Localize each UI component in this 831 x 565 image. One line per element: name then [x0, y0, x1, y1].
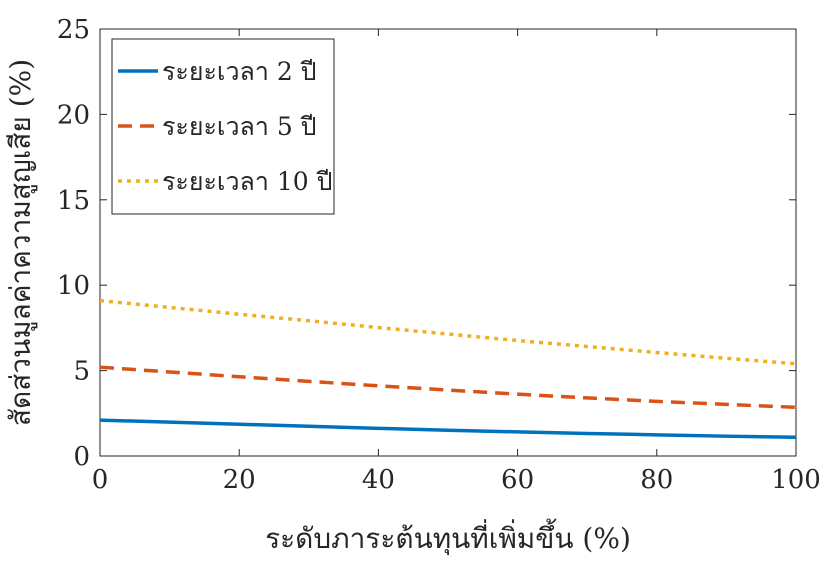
y-tick-label: 0 [73, 442, 90, 472]
series-line-1 [99, 418, 797, 439]
series-layer [99, 298, 797, 439]
legend-label-3: ระยะเวลา 10 ปี [162, 167, 332, 196]
ticks-layer: 0 20 40 60 80 100 0 5 10 15 20 25 [57, 15, 821, 495]
x-tick-label: 40 [362, 465, 395, 495]
x-tick-label: 0 [92, 465, 109, 495]
y-tick-label: 25 [57, 15, 90, 45]
y-tick-label: 20 [57, 100, 90, 130]
legend: ระยะเวลา 2 ปีระยะเวลา 5 ปีระยะเวลา 10 ปี [111, 38, 335, 215]
y-tick-label: 5 [73, 357, 90, 387]
y-tick-label: 15 [57, 186, 90, 216]
x-tick-label: 100 [771, 465, 821, 495]
y-tick-label: 10 [57, 271, 90, 301]
x-axis-title: ระดับภาระต้นทุนที่เพิ่มขึ้น (%) [265, 518, 631, 556]
legend-label-1: ระยะเวลา 2 ปี [162, 57, 317, 86]
legend-label-2: ระยะเวลา 5 ปี [162, 112, 317, 141]
series-line-2 [99, 365, 797, 410]
x-tick-label: 80 [640, 465, 673, 495]
x-tick-label: 60 [501, 465, 534, 495]
y-axis-title: สัดส่วนมูลค่าความสูญเสีย (%) [4, 59, 38, 426]
x-tick-label: 20 [223, 465, 256, 495]
